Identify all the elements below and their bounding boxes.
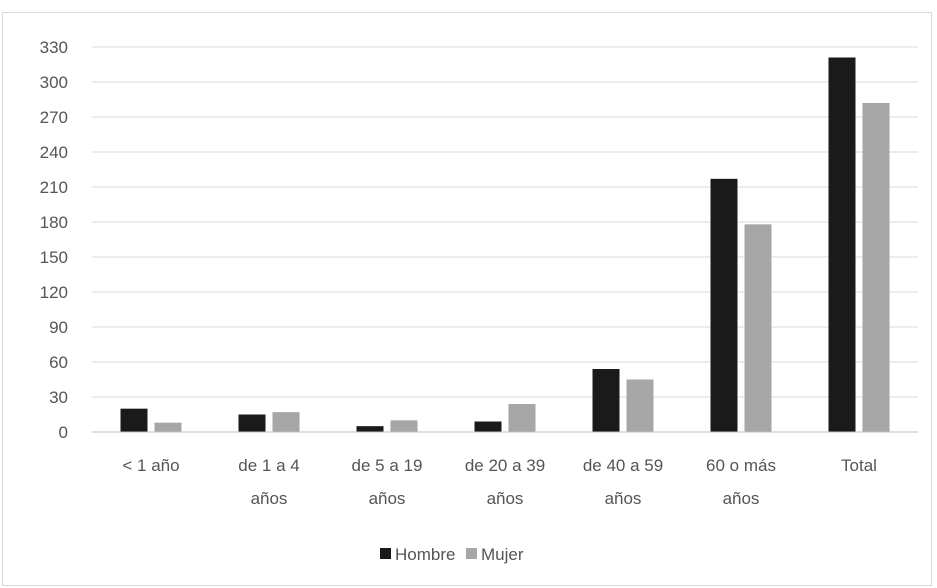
bar-mujer-0 — [154, 422, 182, 432]
x-category-label: de 40 a 59 — [583, 456, 663, 475]
gridlines — [92, 46, 918, 398]
bar-hombre-6 — [828, 57, 856, 432]
x-category-label: años — [605, 489, 642, 508]
bar-hombre-0 — [120, 408, 148, 432]
x-category-label: años — [251, 489, 288, 508]
legend: Hombre Mujer — [380, 545, 524, 564]
bar-hombre-1 — [238, 414, 266, 432]
y-tick-label: 60 — [49, 353, 68, 372]
bars — [120, 57, 890, 432]
x-axis-categories: < 1 año de 1 a 4 años de 5 a 19 años de 20 a … — [122, 456, 877, 508]
y-tick-label: 30 — [49, 388, 68, 407]
y-tick-label: 240 — [40, 143, 68, 162]
y-tick-label: 330 — [40, 38, 68, 57]
legend-swatch-hombre — [380, 548, 391, 559]
y-axis-ticks: 0 30 60 90 120 150 180 210 240 270 300 330 — [40, 38, 68, 442]
y-tick-label: 0 — [59, 423, 68, 442]
legend-label-hombre: Hombre — [395, 545, 455, 564]
bar-hombre-5 — [710, 178, 738, 432]
y-tick-label: 180 — [40, 213, 68, 232]
y-tick-label: 120 — [40, 283, 68, 302]
bar-hombre-4 — [592, 369, 620, 432]
y-tick-label: 90 — [49, 318, 68, 337]
x-category-label: de 20 a 39 — [465, 456, 545, 475]
bar-mujer-4 — [626, 379, 654, 432]
x-category-label: años — [487, 489, 524, 508]
legend-label-mujer: Mujer — [481, 545, 524, 564]
x-category-label: 60 o más — [706, 456, 776, 475]
x-category-label: de 1 a 4 — [238, 456, 299, 475]
y-tick-label: 270 — [40, 108, 68, 127]
x-category-label: años — [369, 489, 406, 508]
bar-mujer-6 — [862, 103, 890, 432]
y-tick-label: 150 — [40, 248, 68, 267]
bar-mujer-5 — [744, 224, 772, 432]
bar-hombre-2 — [356, 426, 384, 432]
bar-mujer-2 — [390, 420, 418, 432]
x-category-label: Total — [841, 456, 877, 475]
y-tick-label: 300 — [40, 73, 68, 92]
x-category-label: años — [723, 489, 760, 508]
chart-frame — [2, 12, 932, 586]
bar-mujer-1 — [272, 412, 300, 432]
y-tick-label: 210 — [40, 178, 68, 197]
legend-swatch-mujer — [466, 548, 477, 559]
x-category-label: de 5 a 19 — [352, 456, 423, 475]
x-category-label: < 1 año — [122, 456, 179, 475]
bar-hombre-3 — [474, 421, 502, 432]
bar-mujer-3 — [508, 404, 536, 432]
